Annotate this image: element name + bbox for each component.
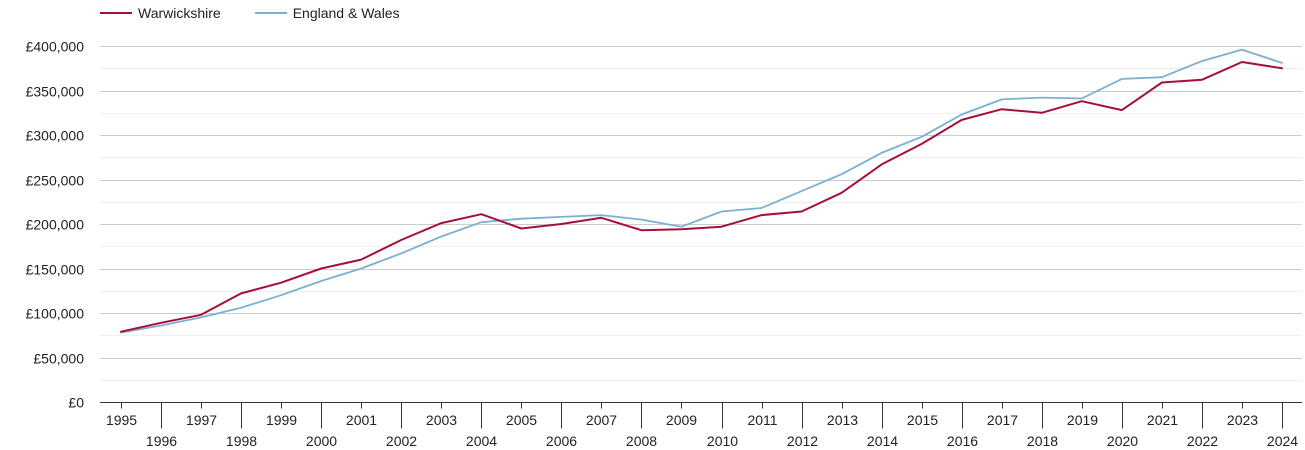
x-tick-label: 2020 bbox=[1107, 433, 1138, 449]
y-tick-label: £150,000 bbox=[26, 262, 85, 278]
y-tick-label: £300,000 bbox=[26, 128, 85, 144]
x-tick-label: 2015 bbox=[907, 412, 938, 428]
x-tick-label: 2004 bbox=[466, 433, 497, 449]
y-tick-label: £350,000 bbox=[26, 84, 85, 100]
x-tick-label: 1996 bbox=[146, 433, 177, 449]
x-tick-label: 1997 bbox=[186, 412, 217, 428]
x-tick-label: 1995 bbox=[106, 412, 137, 428]
x-tick-label: 2007 bbox=[586, 412, 617, 428]
x-tick-label: 2005 bbox=[506, 412, 537, 428]
x-tick-label: 2011 bbox=[747, 412, 777, 428]
legend-label-warwickshire: Warwickshire bbox=[138, 5, 221, 21]
x-tick-label: 2019 bbox=[1067, 412, 1098, 428]
x-tick-label: 2017 bbox=[987, 412, 1018, 428]
x-tick-label: 2023 bbox=[1227, 412, 1258, 428]
x-tick-label: 2012 bbox=[787, 433, 818, 449]
x-tick-label: 2006 bbox=[546, 433, 577, 449]
x-tick-label: 2013 bbox=[827, 412, 858, 428]
x-axis: 1995 1996 1997 1998 1999 2000 2001 2002 2003 2004… bbox=[100, 402, 1302, 449]
x-tick-label: 2002 bbox=[386, 433, 417, 449]
legend-label-england-wales: England & Wales bbox=[292, 5, 400, 21]
y-tick-label: £0 bbox=[68, 395, 84, 411]
x-tick-label: 2010 bbox=[707, 433, 738, 449]
x-tick-label: 2024 bbox=[1267, 433, 1298, 449]
x-tick-label: 2021 bbox=[1147, 412, 1178, 428]
x-tick-label: 1998 bbox=[226, 433, 257, 449]
x-tick-label: 2014 bbox=[867, 433, 898, 449]
y-tick-label: £100,000 bbox=[26, 306, 85, 322]
series-line-warwickshire bbox=[120, 61, 1283, 333]
y-tick-label: £250,000 bbox=[26, 173, 85, 189]
x-tick-label: 2000 bbox=[306, 433, 337, 449]
x-tick-label: 2001 bbox=[346, 412, 377, 428]
x-tick-label: 2016 bbox=[947, 433, 978, 449]
y-tick-label: £50,000 bbox=[33, 351, 84, 367]
legend-item-england-wales: England & Wales bbox=[254, 5, 400, 21]
legend: Warwickshire England & Wales bbox=[100, 4, 434, 22]
gridlines bbox=[100, 46, 1302, 381]
x-tick-label: 1999 bbox=[266, 412, 297, 428]
legend-swatch-england-wales bbox=[254, 12, 287, 14]
y-axis: £0 £50,000 £100,000 £150,000 £200,000 £250,00… bbox=[26, 39, 85, 411]
x-tick-label: 2008 bbox=[626, 433, 657, 449]
legend-swatch-warwickshire bbox=[100, 12, 132, 14]
y-tick-label: £400,000 bbox=[26, 39, 85, 55]
series-lines bbox=[120, 48, 1283, 334]
x-tick-label: 2018 bbox=[1027, 433, 1058, 449]
x-tick-label: 2003 bbox=[426, 412, 457, 428]
x-tick-label: 2009 bbox=[666, 412, 697, 428]
x-tick-label: 2022 bbox=[1187, 433, 1218, 449]
y-tick-label: £200,000 bbox=[26, 217, 85, 233]
series-line-england-wales bbox=[120, 48, 1283, 334]
legend-item-warwickshire: Warwickshire bbox=[100, 5, 221, 21]
